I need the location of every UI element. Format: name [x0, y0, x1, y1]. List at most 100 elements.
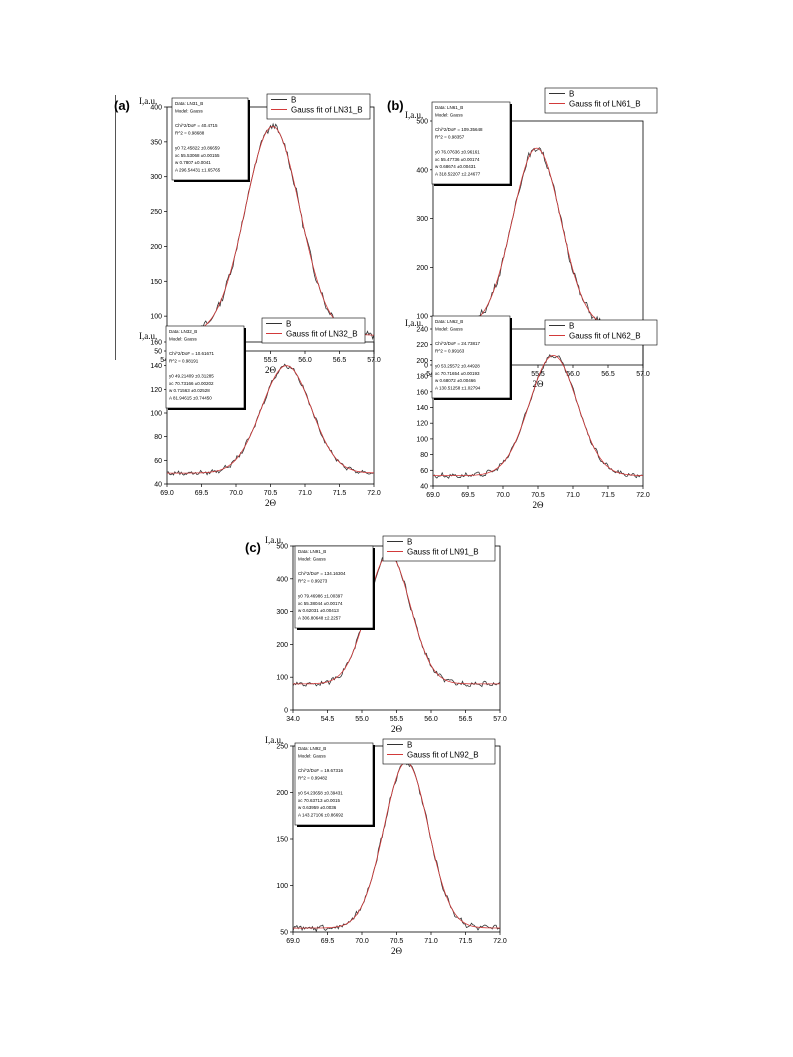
y-tick-label: 50	[280, 930, 288, 937]
y-tick-label: 100	[416, 314, 428, 321]
fit-box-line: A 143.27106 ±0.86692	[298, 813, 344, 818]
x-tick-label: 70.5	[531, 492, 545, 499]
fit-box-line: Model: Gauss	[435, 326, 464, 331]
legend-entry: B	[569, 90, 574, 99]
fit-box-line: Data: LN62_B	[435, 319, 463, 324]
x-tick-label: 69.0	[286, 938, 300, 945]
fit-box-line: A 130.51258 ±1.02794	[435, 386, 481, 391]
y-tick-label: 40	[154, 482, 162, 489]
fit-results-box	[294, 742, 374, 826]
fit-box-line: w 0.68072 ±0.00466	[435, 378, 476, 383]
fit-box-line: w 0.63959 ±0.0036	[298, 805, 337, 810]
y-tick-label: 100	[150, 411, 162, 418]
fit-box-line: xc 70.73166 ±0.00202	[169, 381, 214, 386]
x-tick-label: 56.0	[424, 716, 438, 723]
x-tick-label: 70.5	[264, 490, 278, 497]
y-tick-label: 200	[276, 642, 288, 649]
x-tick-label: 71.0	[566, 492, 580, 499]
data-series-line	[292, 759, 501, 933]
fit-box-line: R^2 = 0.98357	[435, 135, 465, 140]
x-axis-label: 2Θ	[391, 724, 403, 734]
legend-entry: Gauss fit of LN62_B	[569, 332, 641, 341]
fit-results-box	[431, 101, 511, 185]
fit-box-line: y0 53.25572 ±0.44928	[435, 363, 480, 368]
gauss-fit-line	[433, 354, 643, 476]
fit-box-line: Chi^2/DoF = 10.61671	[169, 351, 215, 356]
x-axis-label: 2Θ	[265, 498, 277, 508]
x-tick-label: 70.5	[390, 938, 404, 945]
y-axis-label: I,a.u.	[265, 535, 283, 545]
chart-panel-a-ln31: 54.054.555.055.556.056.557.0501001502002…	[114, 93, 381, 375]
legend-entry: Gauss fit of LN31_B	[291, 106, 363, 115]
legend-entry: Gauss fit of LN91_B	[407, 548, 479, 557]
y-tick-label: 300	[416, 216, 428, 223]
y-tick-label: 500	[416, 119, 428, 126]
x-tick-label: 69.5	[461, 492, 475, 499]
x-tick-label: 55.5	[264, 357, 278, 364]
y-tick-label: 250	[150, 209, 162, 216]
chart-panel-ln62: 69.0 69.5 70.0 70.5 71.0 71.5 72.0 40 60 80 100 120…	[405, 315, 658, 510]
panel-label: (b)	[387, 98, 404, 113]
y-tick-label: 100	[276, 675, 288, 682]
x-tick-label: 71.5	[459, 938, 473, 945]
x-tick-label: 69.5	[321, 938, 335, 945]
x-axis-label: 2Θ	[265, 365, 277, 375]
legend-box	[382, 535, 496, 562]
legend-entry: Gauss fit of LN92_B	[407, 751, 479, 760]
fit-box-line: R^2 = 0.99273	[298, 579, 328, 584]
y-tick-label: 200	[276, 790, 288, 797]
fit-box-line: A 296.54431 ±1.65765	[175, 168, 221, 173]
y-tick-label: 0	[424, 363, 428, 370]
fit-box-line: Data: LN61_B	[435, 105, 463, 110]
x-tick-label: 55.0	[355, 716, 369, 723]
y-tick-label: 160	[416, 389, 428, 396]
x-tick-label: 56.5	[601, 371, 615, 378]
x-axis-label: 2Θ	[391, 946, 403, 956]
fit-box-line: A 306.80648 ±2.2257	[298, 616, 341, 621]
x-tick-label: 57.0	[493, 716, 507, 723]
x-tick-label: 72.0	[367, 490, 381, 497]
y-axis-label: I,a.u.	[139, 96, 157, 106]
y-tick-label: 120	[416, 421, 428, 428]
x-tick-label: 54.5	[321, 716, 335, 723]
y-tick-label: 200	[416, 265, 428, 272]
y-tick-label: 300	[276, 609, 288, 616]
x-tick-label: 72.0	[636, 492, 650, 499]
y-tick-label: 100	[416, 436, 428, 443]
fit-box-line: Chi^2/DoF = 19.67316	[298, 768, 344, 773]
fit-results-box	[294, 545, 374, 629]
legend-box	[544, 87, 658, 114]
y-tick-label: 100	[150, 314, 162, 321]
y-tick-label: 150	[150, 279, 162, 286]
x-tick-label: 71.0	[298, 490, 312, 497]
y-tick-label: 400	[276, 576, 288, 583]
legend-box	[266, 93, 371, 120]
y-tick-label: 100	[276, 883, 288, 890]
y-tick-label: 300	[150, 174, 162, 181]
fit-box-line: xc 55.47736 ±0.00174	[435, 157, 480, 162]
fit-results-box	[165, 325, 245, 409]
fit-box-line: Data: LN32_B	[169, 329, 197, 334]
fit-results-box	[171, 97, 249, 181]
legend-entry: B	[569, 322, 574, 331]
x-tick-label: 69.5	[195, 490, 209, 497]
fit-box-line: R^2 = 0.99482	[298, 776, 328, 781]
fit-box-line: Data: LN91_B	[298, 549, 326, 554]
fit-box-line: Chi^2/DoF = 24.73817	[435, 341, 481, 346]
y-tick-label: 500	[276, 544, 288, 551]
fit-box-line: A 81.94615 ±0.74450	[169, 396, 212, 401]
y-axis-label: I,a.u.	[265, 735, 283, 745]
fit-box-line: Data: LN31_B	[175, 101, 203, 106]
x-axis-label: 2Θ	[533, 500, 545, 510]
x-tick-label: 56.0	[298, 357, 312, 364]
y-tick-label: 160	[150, 340, 162, 347]
page-margin-line	[115, 95, 116, 360]
x-tick-label: 55.5	[390, 716, 404, 723]
y-tick-label: 120	[150, 387, 162, 394]
gauss-fit-line	[293, 553, 500, 685]
y-tick-label: 250	[276, 744, 288, 751]
legend-entry: Gauss fit of LN61_B	[569, 100, 641, 109]
fit-box-line: w 0.68674 ±0.00431	[435, 164, 476, 169]
fit-box-line: w 0.71563 ±0.02528	[169, 388, 210, 393]
fit-box-line: w 0.7807 ±0.0041	[175, 160, 211, 165]
